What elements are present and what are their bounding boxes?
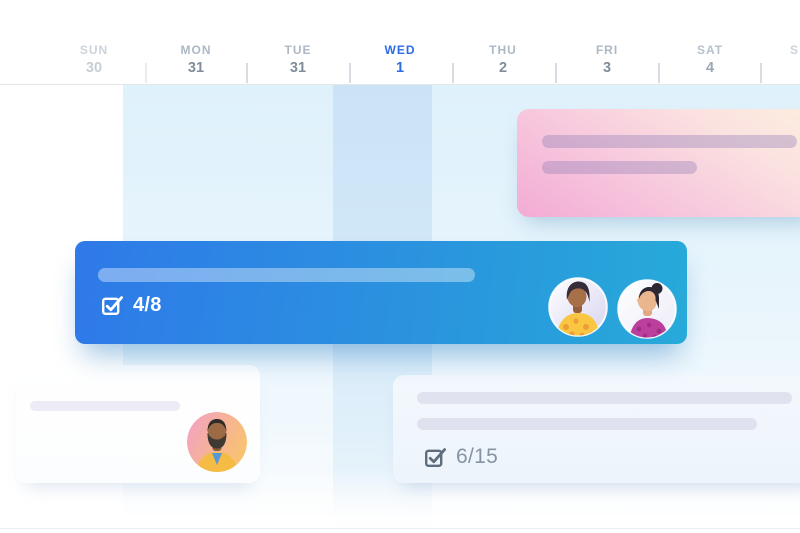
member-avatar-bearded-man[interactable] [187,412,247,472]
placeholder-line [30,401,180,411]
header-tick [145,63,147,83]
placeholder-line [542,135,797,148]
day-column-mon[interactable]: MON 31 [180,43,212,76]
task-progress: 4/8 [101,294,162,317]
day-column-thu[interactable]: THU 2 [489,43,517,76]
day-column-wed-active[interactable]: WED 1 [384,43,416,76]
timeline-header: SUN 30 MON 31 TUE 31 WED 1 THU 2 FRI 3 S… [0,0,800,85]
checkbox-checked-icon [102,296,123,316]
member-card[interactable] [16,365,260,483]
checkbox-checked-icon [425,447,446,467]
assignee-avatar-woman-bun[interactable] [617,279,677,339]
bottom-divider [0,528,800,529]
placeholder-line [417,418,757,430]
assignee-avatar-woman-yellow[interactable] [548,277,608,337]
task-bar-blue[interactable]: 4/8 [75,241,687,344]
placeholder-line [542,161,697,174]
header-tick [452,63,454,83]
placeholder-line [417,392,792,404]
task-card-light[interactable]: 6/15 [393,375,800,483]
header-tick [349,63,351,83]
task-progress-count: 6/15 [456,445,499,468]
day-column-tue[interactable]: TUE 31 [284,43,312,76]
task-progress: 6/15 [424,445,498,469]
task-title-placeholder [98,268,475,282]
day-column-fri[interactable]: FRI 3 [595,43,619,76]
header-tick [658,63,660,83]
header-tick [760,63,762,83]
header-tick [555,63,557,83]
event-card-pink[interactable] [517,109,800,217]
task-progress-count: 4/8 [133,294,162,316]
day-column-sat[interactable]: SAT 4 [696,43,724,76]
day-column-next-sun-partial: S [790,43,800,57]
day-column-sun[interactable]: SUN 30 [79,43,109,76]
header-tick [246,63,248,83]
